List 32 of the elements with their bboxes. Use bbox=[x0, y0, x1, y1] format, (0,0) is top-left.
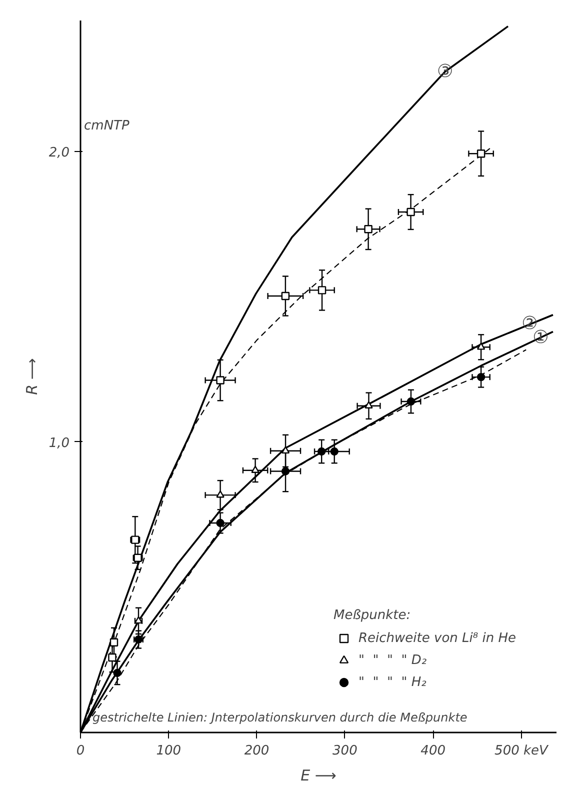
point bbox=[364, 401, 373, 408]
legend-label: " " " " H₂ bbox=[358, 674, 426, 690]
point bbox=[281, 292, 290, 300]
x-tick-label: 100 bbox=[156, 744, 182, 758]
point bbox=[281, 446, 290, 454]
x-axis-title: E ⟶ bbox=[300, 766, 336, 784]
annotation: gestrichelte Linien: Jnterpolationskurven durch die Meßpunkte bbox=[92, 710, 468, 724]
y-tick-label: 2,0 bbox=[48, 145, 70, 160]
point bbox=[318, 286, 326, 294]
point bbox=[113, 668, 122, 678]
point bbox=[406, 397, 416, 406]
point bbox=[216, 518, 224, 528]
x-tick-label: 400 bbox=[420, 744, 446, 758]
x-tick-label: 200 bbox=[244, 744, 270, 758]
x-tick-label: 0 bbox=[76, 744, 85, 758]
point bbox=[476, 372, 486, 382]
point bbox=[364, 225, 372, 234]
point bbox=[216, 376, 224, 384]
legend-label: Reichweite von Li⁸ in He bbox=[358, 630, 516, 646]
point bbox=[317, 447, 326, 456]
legend-title: Meßpunkte: bbox=[334, 608, 412, 623]
y-axis-title: R ⟶ bbox=[22, 358, 41, 395]
point bbox=[476, 150, 486, 158]
y-tick-label: 1,0 bbox=[48, 436, 70, 451]
point bbox=[251, 466, 260, 473]
point bbox=[406, 208, 415, 216]
point bbox=[216, 490, 224, 498]
x-tick-label: 300 bbox=[332, 744, 358, 758]
annotation: cmNTP bbox=[84, 118, 130, 134]
x-tick-label: 500 keV bbox=[494, 744, 550, 758]
point bbox=[476, 342, 486, 350]
legend-label: " " " " D₂ bbox=[358, 652, 427, 668]
